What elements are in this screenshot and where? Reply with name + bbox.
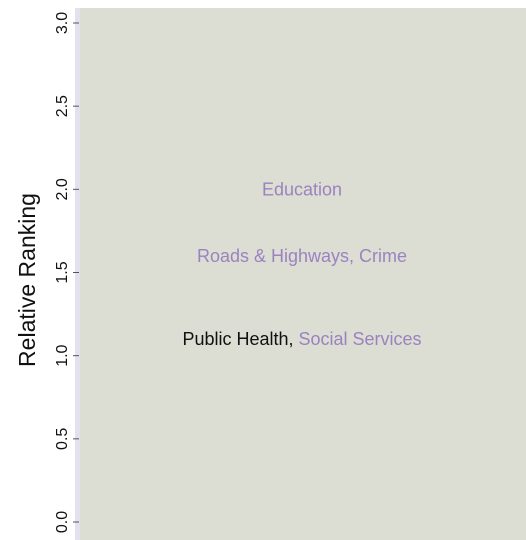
data-point-label-part: Roads & Highways, Crime [197, 246, 407, 266]
y-tick-label: 2.0 [54, 178, 71, 200]
y-tick-label: 1.0 [54, 344, 71, 366]
data-point-label: Education [262, 179, 342, 199]
data-point-label-part: Social Services [299, 329, 422, 349]
y-tick-label: 1.5 [54, 261, 71, 283]
y-axis-label: Relative Ranking [14, 193, 40, 367]
y-axis: 0.0 0.5 1.0 1.5 2.0 2.5 3.0 [54, 12, 79, 533]
data-point-label: Roads & Highways, Crime [197, 246, 407, 266]
data-point-label-part: Education [262, 179, 342, 199]
plot-area [80, 8, 526, 540]
y-tick-label: 0.5 [54, 428, 71, 450]
y-tick-label: 2.5 [54, 95, 71, 117]
plot-left-strip [75, 8, 83, 540]
y-tick-label: 0.0 [54, 511, 71, 533]
data-point-label: Public Health, Social Services [182, 329, 421, 349]
data-labels: Education Roads & Highways, Crime Public H… [182, 179, 421, 349]
data-point-label-part: Public Health, [182, 329, 298, 349]
y-tick-label: 3.0 [54, 12, 71, 34]
